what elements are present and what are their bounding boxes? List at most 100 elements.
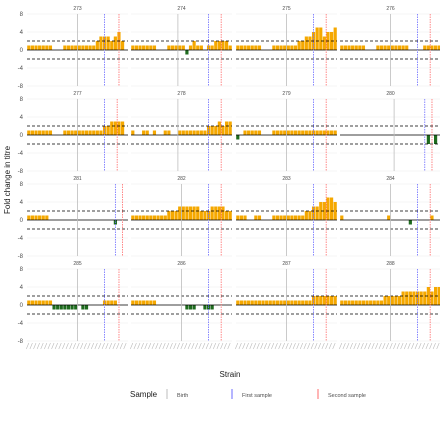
bar (243, 130, 247, 135)
bar (178, 130, 182, 135)
bar (430, 215, 434, 220)
bar (369, 300, 373, 305)
x-tick-label (360, 342, 364, 350)
bar (142, 215, 146, 220)
bar (330, 296, 334, 305)
y-tick-label: -8 (18, 339, 24, 345)
x-tick-label (155, 342, 159, 350)
bar (437, 45, 440, 50)
y-tick-label: -8 (18, 254, 24, 260)
bar (167, 45, 171, 50)
bar (319, 130, 323, 135)
bar (254, 45, 258, 50)
x-tick-label (400, 342, 404, 350)
bar (293, 130, 298, 135)
bar (188, 305, 193, 310)
bar (225, 41, 229, 50)
x-tick-label (144, 342, 148, 350)
bar (138, 215, 142, 220)
bar (142, 45, 146, 50)
bar (41, 300, 45, 305)
bar (99, 130, 103, 135)
bar (236, 135, 240, 140)
bar (358, 45, 362, 50)
bar (340, 300, 344, 305)
bar (283, 45, 287, 50)
y-tick-label: 4 (20, 200, 24, 206)
x-tick-label (278, 342, 282, 350)
bar (272, 45, 276, 50)
bar (66, 130, 71, 135)
x-tick-label (137, 342, 141, 350)
bar (250, 130, 254, 135)
bar (110, 41, 114, 50)
x-tick-label (58, 342, 62, 350)
x-tick-label (418, 342, 422, 350)
x-tick-label (339, 342, 343, 350)
bar (217, 121, 221, 135)
y-tick-label: 8 (20, 97, 24, 103)
panel-title: 279 (282, 91, 291, 97)
panel-title: 276 (386, 6, 395, 12)
x-tick-label (151, 342, 155, 350)
y-tick-label: -4 (18, 236, 24, 242)
bar (152, 130, 157, 135)
bar (290, 45, 294, 50)
x-tick-label (310, 342, 314, 350)
bar (152, 45, 157, 50)
bar (315, 27, 319, 50)
bar (423, 291, 427, 305)
bar (174, 211, 178, 220)
x-tick-label (314, 342, 318, 350)
bar (63, 45, 67, 50)
bar (38, 300, 42, 305)
bar (34, 300, 38, 305)
bar (142, 130, 146, 135)
panel-title: 281 (73, 176, 82, 182)
bar (293, 215, 298, 220)
x-tick-label (367, 342, 371, 350)
bar (131, 45, 135, 50)
x-tick-label (176, 342, 180, 350)
x-tick-label (198, 342, 202, 350)
bar (110, 300, 114, 305)
bar (121, 121, 125, 135)
x-tick-label (238, 342, 242, 350)
bar (203, 211, 207, 220)
bar (152, 300, 157, 305)
bar (394, 296, 398, 305)
bar (434, 135, 438, 144)
bar (185, 305, 189, 310)
x-tick-label (105, 342, 109, 350)
bar (41, 130, 45, 135)
x-tick-label (396, 342, 400, 350)
x-tick-label (184, 342, 188, 350)
bar (81, 45, 85, 50)
bar (437, 287, 440, 305)
x-tick-label (83, 342, 87, 350)
bar (181, 130, 185, 135)
bar (387, 215, 391, 220)
bar (372, 300, 376, 305)
bar (330, 130, 334, 135)
bar (243, 45, 247, 50)
bar (66, 45, 71, 50)
bar (181, 45, 185, 50)
x-tick-label (274, 342, 278, 350)
bar (283, 215, 287, 220)
bar (38, 45, 42, 50)
x-tick-label (364, 342, 368, 350)
bar (221, 206, 225, 220)
x-tick-label (202, 342, 206, 350)
bar (326, 130, 330, 135)
bar (188, 45, 193, 50)
bar (113, 121, 117, 135)
bar (228, 45, 232, 50)
bar (293, 300, 298, 305)
bar (286, 45, 290, 50)
bar (330, 197, 334, 220)
y-tick-label: 4 (20, 285, 24, 291)
bar (74, 45, 78, 50)
bar (419, 291, 423, 305)
x-tick-label (414, 342, 418, 350)
